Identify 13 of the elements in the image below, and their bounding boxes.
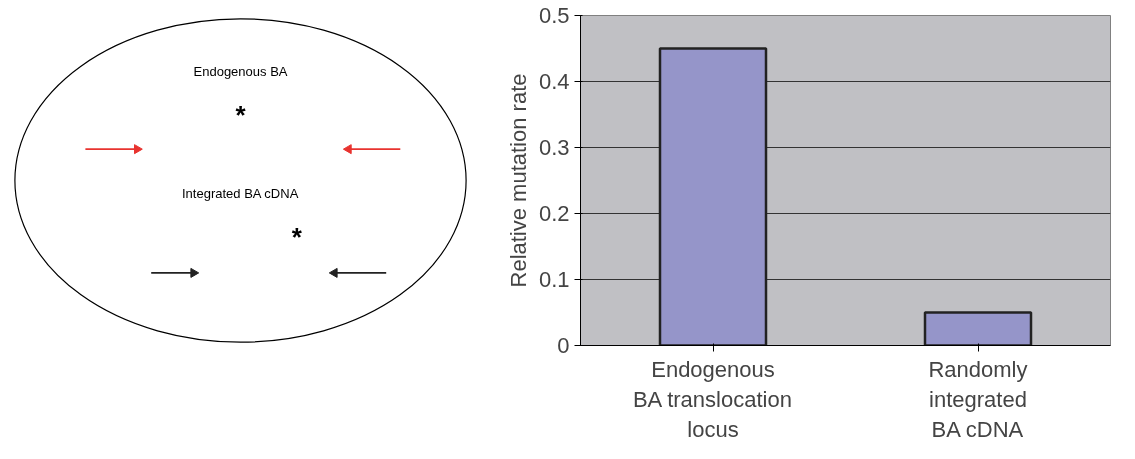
x-tick-label: Randomly integrated BA cDNA (928, 356, 1028, 442)
y-tick-label: 0.5 (538, 3, 570, 28)
y-axis-title: Relative mutation rate (505, 73, 531, 288)
y-tick-label: 0.4 (538, 69, 570, 94)
text: Endogenous BA (193, 64, 288, 80)
y-tick-label: 0.1 (538, 267, 570, 292)
y-tick-label: 0.3 (538, 135, 570, 160)
x-tick-label: Endogenous BA translocation locus (632, 356, 792, 442)
text: * (235, 99, 247, 130)
text: * (291, 221, 303, 252)
y-tick-label: 0.2 (538, 201, 570, 226)
y-tick-label: 0 (557, 333, 570, 358)
text: Integrated BA cDNA (181, 186, 299, 202)
